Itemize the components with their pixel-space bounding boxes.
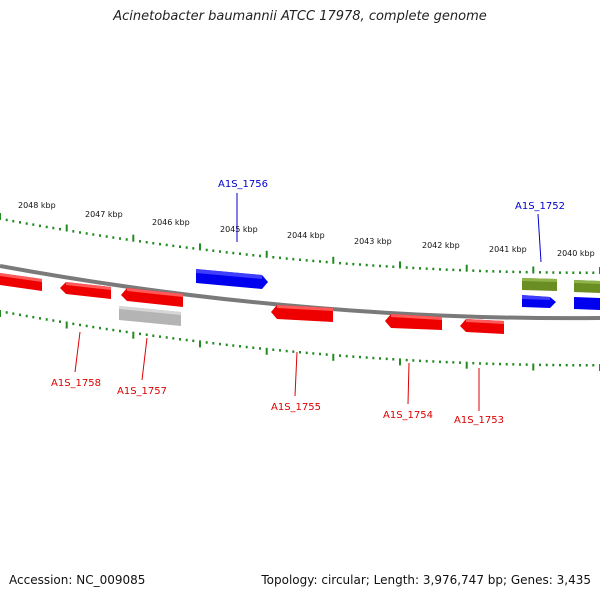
leader-A1S_1758 [74,331,81,373]
inner-scale-ticks [0,310,600,371]
scale-label-2048: 2048 kbp [18,201,56,210]
feature-olive-2[interactable] [574,280,600,293]
feature-olive-1[interactable] [522,278,557,291]
scale-labels: 2048 kbp 2047 kbp 2046 kbp 2045 kbp 2044… [18,201,595,258]
gene-label-A1S_1758[interactable]: A1S_1758 [51,378,101,389]
gene-label-A1S_1752[interactable]: A1S_1752 [515,201,565,212]
gene-partial-right-forward[interactable] [574,297,600,310]
accession-text: Accession: NC_009085 [9,573,146,587]
gene-A1S_1752[interactable] [522,295,556,308]
scale-label-2045: 2045 kbp [220,225,258,234]
reverse-strand-genes [0,273,504,334]
gene-label-A1S_1756[interactable]: A1S_1756 [218,179,268,190]
gene-label-A1S_1754[interactable]: A1S_1754 [383,410,433,421]
gene-label-leaders [74,193,542,411]
gene-label-A1S_1755[interactable]: A1S_1755 [271,402,321,413]
scale-label-2046: 2046 kbp [152,218,190,227]
scale-label-2044: 2044 kbp [287,231,325,240]
forward-strand-genes [196,269,600,310]
outer-scale-ticks [0,213,600,274]
gene-A1S_1758[interactable] [60,282,111,299]
leader-A1S_1755 [294,351,298,397]
gene-label-A1S_1757[interactable]: A1S_1757 [117,386,167,397]
scale-label-2040: 2040 kbp [557,249,595,258]
gene-partial-left-reverse[interactable] [0,273,42,291]
pseudo-gene-grey[interactable] [119,306,181,326]
scale-label-2042: 2042 kbp [422,241,460,250]
gene-A1S_1757[interactable] [121,288,183,307]
leader-A1S_1757 [141,337,148,381]
gene-label-A1S_1753[interactable]: A1S_1753 [454,415,504,426]
leader-A1S_1752 [537,213,542,263]
genome-title: Acinetobacter baumannii ATCC 17978, comp… [113,9,487,24]
gene-A1S_1754[interactable] [385,314,442,330]
scale-label-2041: 2041 kbp [489,245,527,254]
gene-A1S_1753[interactable] [460,319,504,334]
gene-A1S_1755[interactable] [271,305,333,322]
scale-label-2047: 2047 kbp [85,210,123,219]
genome-summary-text: Topology: circular; Length: 3,976,747 bp… [261,573,591,587]
gene-A1S_1756[interactable] [196,269,268,289]
scale-label-2043: 2043 kbp [354,237,392,246]
gene-labels: A1S_1756 A1S_1752 A1S_1758 A1S_1757 A1S_… [51,179,565,426]
leader-A1S_1754 [407,362,410,405]
